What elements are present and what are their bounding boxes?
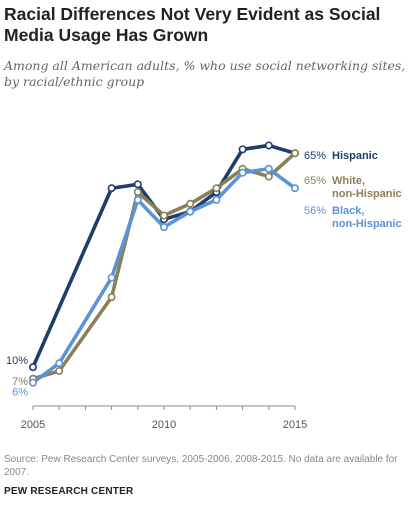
series-name-label: Hispanic — [332, 150, 378, 162]
data-point-2 — [212, 195, 221, 204]
source-note: Source: Pew Research Center surveys, 200… — [4, 454, 398, 478]
series-name-label: Black, non-Hispanic — [332, 205, 402, 230]
series-name-part: non-Hispanic — [332, 188, 402, 200]
data-point-2 — [238, 168, 247, 177]
data-point-1 — [55, 366, 64, 375]
series-name-label: White, non-Hispanic — [332, 175, 402, 200]
series-line-1 — [31, 151, 297, 381]
end-value-label: 56% — [304, 205, 326, 217]
series-name-part: White, — [332, 175, 365, 187]
data-point-2 — [28, 378, 37, 387]
data-point-2 — [107, 273, 116, 282]
x-tick-label: 2005 — [21, 419, 45, 431]
series-name-part: non-Hispanic — [332, 218, 402, 230]
data-point-2 — [160, 223, 169, 232]
data-point-1 — [212, 184, 221, 193]
end-value-label: 65% — [304, 150, 326, 162]
data-point-1 — [107, 293, 116, 302]
data-point-2 — [133, 195, 142, 204]
data-point-0 — [133, 180, 142, 189]
data-point-1 — [290, 149, 299, 158]
data-point-2 — [264, 164, 273, 173]
data-point-1 — [186, 199, 195, 208]
data-point-1 — [133, 188, 142, 197]
series-name-part: Black, — [332, 205, 364, 217]
x-tick-label: 2010 — [152, 419, 176, 431]
start-value-label: 10% — [6, 355, 28, 367]
start-value-label: 6% — [12, 387, 28, 399]
chart-title: Racial Differences Not Very Evident as S… — [4, 4, 381, 45]
chart-subtitle: Among all American adults, % who use soc… — [4, 58, 406, 89]
brand-label: PEW RESEARCH CENTER — [4, 486, 134, 497]
data-point-1 — [264, 172, 273, 181]
start-value-label: 7% — [12, 376, 28, 388]
series-line-0 — [31, 143, 297, 369]
data-point-2 — [186, 207, 195, 216]
data-point-0 — [238, 145, 247, 154]
data-point-0 — [107, 184, 116, 193]
data-point-1 — [160, 211, 169, 220]
data-point-0 — [264, 141, 273, 150]
end-value-label: 65% — [304, 175, 326, 187]
x-tick-label: 2015 — [283, 419, 307, 431]
series-line-2 — [31, 166, 297, 385]
series-name-part: Hispanic — [332, 150, 378, 162]
data-point-0 — [28, 363, 37, 372]
data-point-2 — [55, 359, 64, 368]
data-point-2 — [290, 184, 299, 193]
